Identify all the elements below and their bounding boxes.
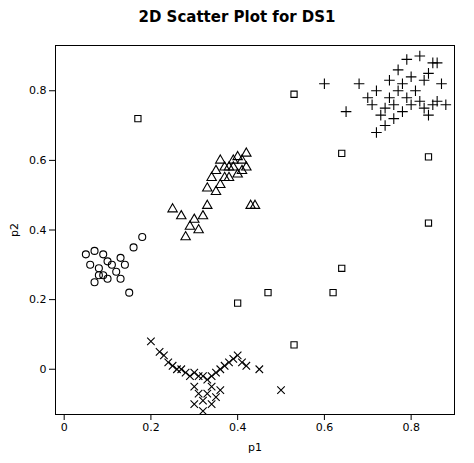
svg-text:0.8: 0.8 xyxy=(29,84,47,97)
svg-text:0.8: 0.8 xyxy=(402,421,420,434)
svg-text:0: 0 xyxy=(40,363,47,376)
svg-text:0.6: 0.6 xyxy=(29,154,47,167)
svg-text:0.6: 0.6 xyxy=(316,421,334,434)
svg-text:0.4: 0.4 xyxy=(229,421,247,434)
svg-text:p1: p1 xyxy=(248,441,262,454)
svg-text:0.2: 0.2 xyxy=(29,293,47,306)
svg-text:0.4: 0.4 xyxy=(29,224,47,237)
svg-text:p2: p2 xyxy=(8,223,21,237)
svg-text:0: 0 xyxy=(61,421,68,434)
svg-text:0.2: 0.2 xyxy=(142,421,160,434)
html-text:2D Scatter Plot for DS1: 2D Scatter Plot for DS1 xyxy=(138,8,336,26)
